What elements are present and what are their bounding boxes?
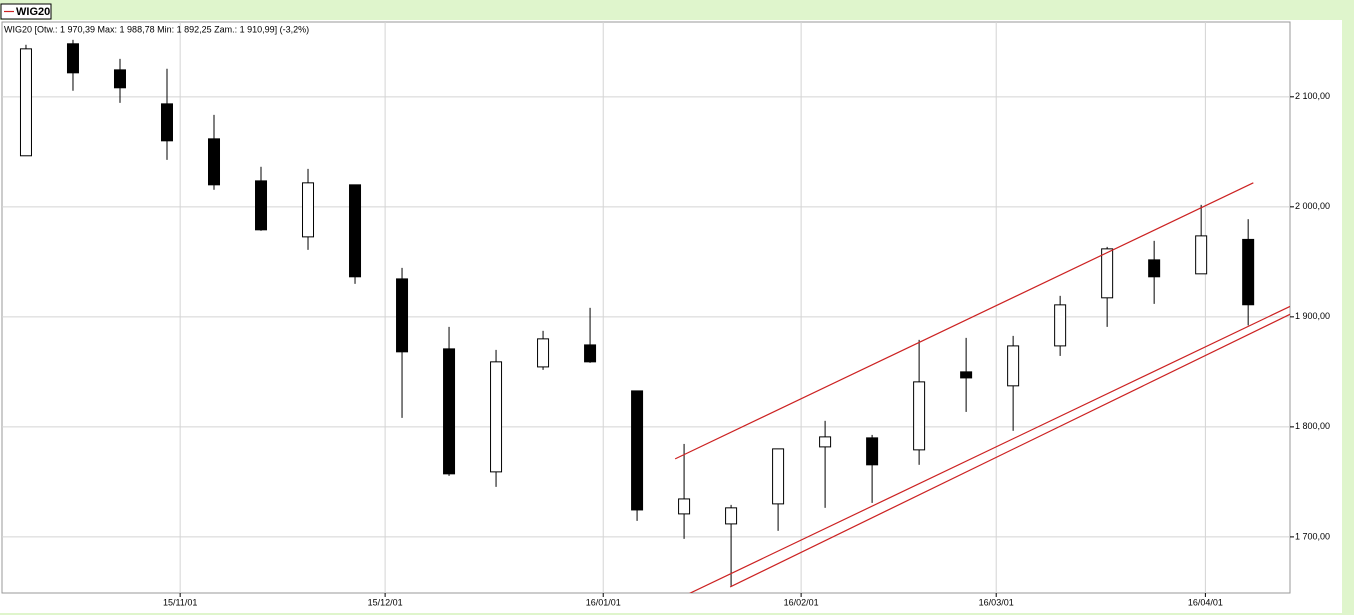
candle-body <box>678 498 691 515</box>
x-tick-label: 15/11/01 <box>163 597 197 607</box>
candle-body <box>208 138 221 186</box>
candle-body <box>772 448 785 505</box>
candle-body <box>302 182 315 238</box>
candle-body <box>1242 238 1255 306</box>
candle-body <box>490 361 503 473</box>
candle-body <box>960 371 973 379</box>
trend-line <box>674 182 1254 460</box>
candle-body <box>443 348 456 475</box>
candle-body <box>866 437 879 466</box>
candle-body <box>396 278 409 353</box>
y-tick-label: 1 900,00 <box>1295 311 1330 321</box>
candle-body <box>913 381 926 451</box>
chart-info: WIG20 [Otw.: 1 970,39 Max: 1 988,78 Min:… <box>4 24 309 34</box>
candle-body <box>1195 235 1208 275</box>
candle-body <box>19 48 32 157</box>
candle-body <box>1101 248 1114 299</box>
y-tick-label: 2 000,00 <box>1295 201 1330 211</box>
x-tick-label: 16/03/01 <box>979 597 1014 607</box>
y-tick-label: 2 100,00 <box>1295 91 1330 101</box>
x-tick-label: 16/01/01 <box>586 597 621 607</box>
legend-label: WIG20 <box>16 6 50 18</box>
candle-body <box>255 180 268 231</box>
candle-body <box>584 344 597 363</box>
candle-body <box>631 390 644 511</box>
y-tick-label: 1 800,00 <box>1295 421 1330 431</box>
candle-body <box>160 103 173 142</box>
trend-line <box>688 305 1290 593</box>
y-tick-label: 1 700,00 <box>1295 531 1330 541</box>
candle-body <box>725 507 738 525</box>
x-tick-label: 16/04/01 <box>1188 597 1223 607</box>
candle-body <box>537 338 550 368</box>
x-tick-label: 15/12/01 <box>368 597 403 607</box>
candle-body <box>1148 259 1161 278</box>
candle-body <box>1054 304 1067 347</box>
candle-body <box>819 436 832 448</box>
candle-body <box>66 43 79 74</box>
candle-body <box>1007 345 1020 387</box>
candle-body <box>349 184 362 278</box>
x-tick-label: 16/02/01 <box>784 597 819 607</box>
legend-box <box>0 3 52 20</box>
trend-line <box>729 313 1290 588</box>
plot-area <box>1 21 1291 594</box>
candle-body <box>113 69 126 89</box>
